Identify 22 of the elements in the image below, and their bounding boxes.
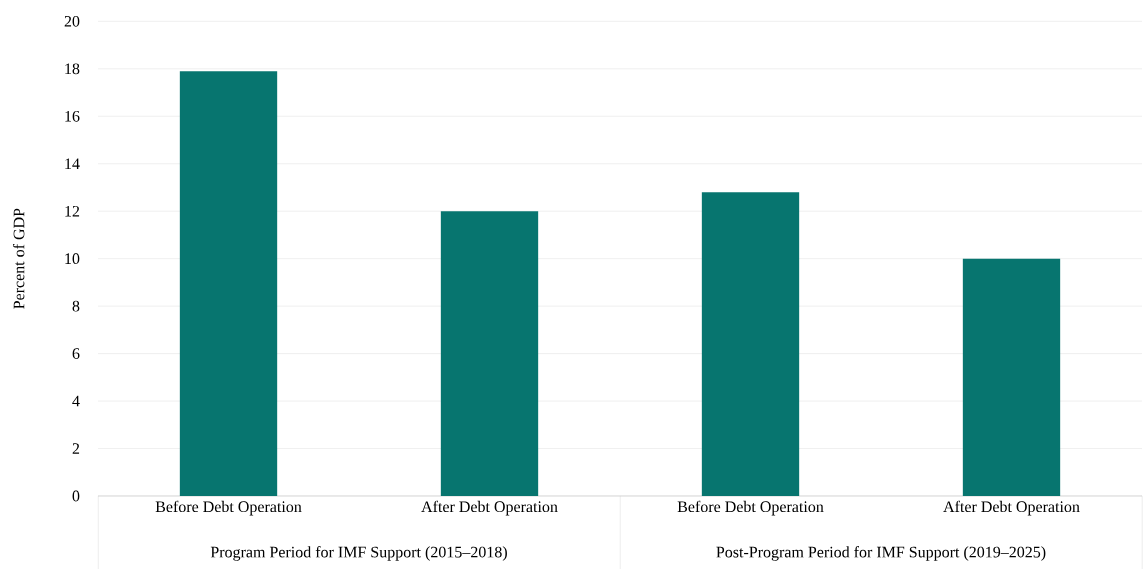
x-tick-label: After Debt Operation — [421, 500, 558, 516]
y-axis-title: Percent of GDP — [12, 208, 25, 309]
bar — [179, 71, 278, 496]
y-tick-label: 8 — [72, 300, 80, 312]
y-tick-label: 18 — [65, 63, 80, 75]
bar — [701, 192, 800, 496]
y-tick-label: 12 — [65, 205, 80, 217]
y-tick-label: 6 — [72, 348, 80, 359]
text: Post-Program Period for IMF Support (2019–2025) — [716, 546, 1046, 561]
y-tick-label: 16 — [65, 110, 80, 122]
bar — [962, 258, 1061, 496]
x-tick-label: Before Debt Operation — [677, 500, 824, 516]
x-tick-label: After Debt Operation — [943, 500, 1080, 516]
y-tick-label: 0 — [72, 490, 80, 502]
x-tick-label: Before Debt Operation — [155, 500, 302, 516]
bar — [440, 211, 539, 496]
y-tick-label: 14 — [65, 158, 80, 170]
y-tick-label: 10 — [65, 253, 80, 265]
y-tick-label: 20 — [64, 15, 80, 27]
text: Program Period for IMF Support (2015–2018) — [210, 546, 507, 561]
y-tick-label: 4 — [72, 395, 80, 407]
y-tick-label: 2 — [72, 443, 80, 454]
